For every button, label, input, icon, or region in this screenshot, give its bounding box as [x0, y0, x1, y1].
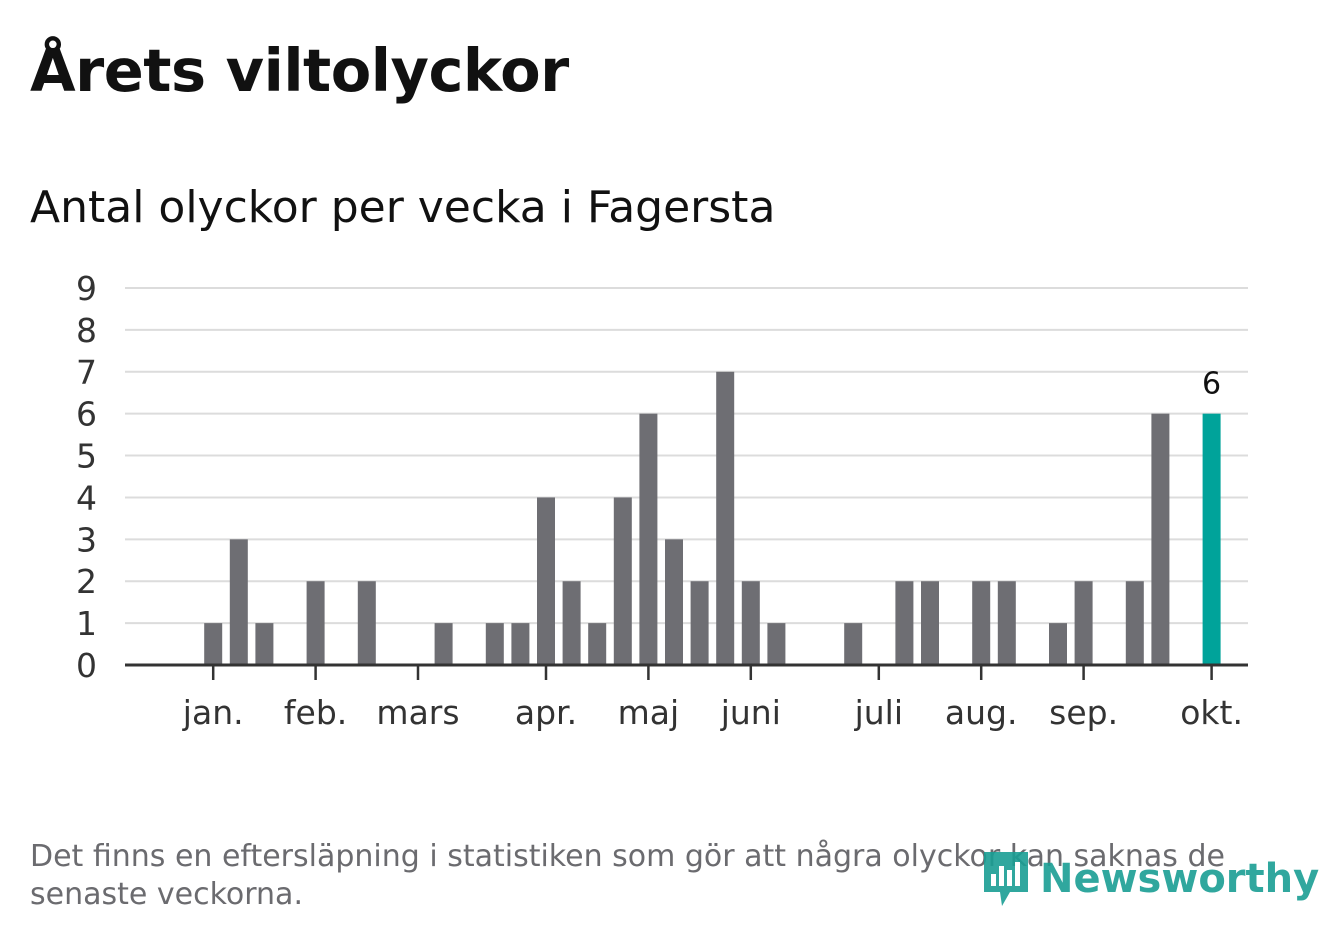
bar [204, 623, 223, 665]
newsworthy-logo: Newsworthy [980, 848, 1319, 910]
bar [639, 413, 658, 665]
bar [767, 623, 786, 665]
bar [357, 581, 376, 665]
bar [306, 581, 325, 665]
bar [921, 581, 939, 665]
bar [562, 581, 581, 665]
y-tick-label: 8 [76, 311, 97, 350]
bar [665, 539, 683, 665]
bar [1074, 581, 1093, 665]
bar [690, 581, 709, 665]
page-title: Årets viltolyckor [30, 36, 569, 105]
y-tick-label: 6 [76, 395, 97, 434]
y-tick-label: 9 [76, 269, 97, 308]
bar [895, 581, 914, 665]
x-tick-label: juni [720, 693, 781, 732]
bar [716, 371, 735, 665]
x-tick-label: sep. [1049, 693, 1118, 732]
bar [485, 623, 504, 665]
bar [434, 623, 453, 665]
bar [613, 497, 632, 665]
newsworthy-logo-icon [984, 852, 1028, 906]
x-tick-label: aug. [945, 693, 1018, 732]
y-tick-label: 0 [76, 646, 97, 685]
highlight-bar [1202, 413, 1221, 665]
bar [255, 623, 274, 665]
data-label: 6 [1202, 367, 1221, 402]
y-tick-label: 5 [76, 437, 97, 476]
bar [537, 497, 555, 665]
y-tick-label: 2 [76, 562, 97, 601]
bar [1049, 623, 1067, 665]
bar [997, 581, 1016, 665]
x-tick-label: mars [376, 693, 459, 732]
logo-text: Newsworthy [1040, 856, 1320, 902]
x-tick-label: apr. [515, 693, 577, 732]
x-tick-label: maj [618, 693, 680, 732]
bar [229, 539, 248, 665]
bar [844, 623, 863, 665]
y-tick-label: 7 [76, 353, 97, 392]
x-tick-label: jan. [182, 693, 244, 732]
bar [1125, 581, 1144, 665]
x-tick-label: okt. [1180, 693, 1243, 732]
x-tick-label: juli [854, 693, 903, 732]
bar [511, 623, 530, 665]
bar [741, 581, 760, 665]
chart-subtitle: Antal olyckor per vecka i Fagersta [30, 182, 776, 233]
x-tick-label: feb. [284, 693, 347, 732]
bar [972, 581, 991, 665]
y-tick-label: 3 [76, 520, 97, 559]
y-tick-label: 4 [76, 478, 97, 517]
y-tick-label: 1 [76, 604, 97, 643]
bar [588, 623, 607, 665]
bar [1151, 413, 1170, 665]
